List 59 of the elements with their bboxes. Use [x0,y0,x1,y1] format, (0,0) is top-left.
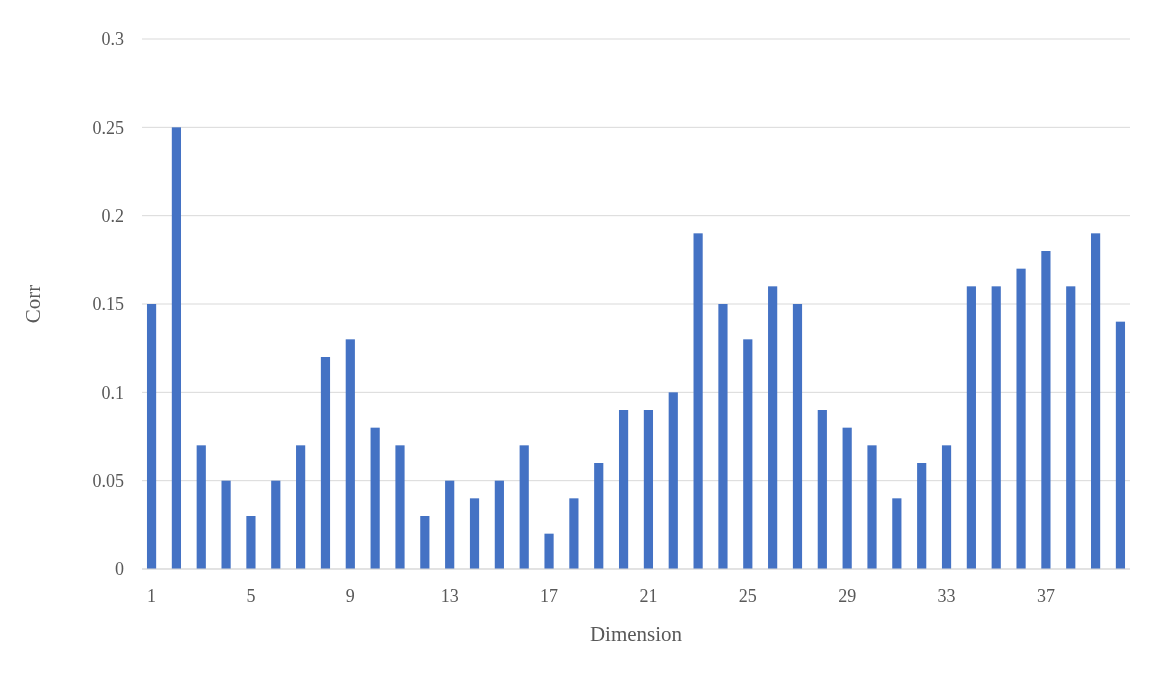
bar [867,445,877,569]
bar [693,233,703,569]
bar [743,339,753,569]
x-tick-label: 33 [937,586,956,606]
y-tick-label: 0.3 [101,29,124,50]
bar [146,304,157,569]
bar [196,445,206,569]
bar [1066,286,1076,569]
bar [941,445,952,569]
bar [1091,233,1101,569]
bar [643,410,654,569]
y-tick-label: 0.15 [92,294,124,315]
x-tick-label: 9 [345,586,355,606]
bar [792,304,803,569]
y-tick-label: 0 [115,559,124,580]
y-tick-label: 0.2 [101,205,124,226]
x-tick-label: 37 [1036,586,1055,606]
x-tick-label: 21 [639,586,658,606]
bar [271,480,281,569]
bar [320,357,331,569]
bar [991,286,1001,569]
bar [842,427,852,569]
y-axis-title: Corr [21,284,45,324]
y-tick-label: 0.1 [101,382,124,403]
x-tick-label: 29 [838,586,857,606]
bar [966,286,976,569]
x-tick-label: 17 [540,586,559,606]
bar [668,392,678,569]
x-tick-label: 13 [440,586,459,606]
bar [594,463,604,569]
bar [1041,251,1051,569]
bar [569,498,579,569]
y-tick-label: 0.05 [92,470,124,491]
bar [494,480,504,569]
x-tick-label: 1 [147,586,157,606]
bar [420,516,430,569]
bar [221,480,231,569]
bar [892,498,902,569]
bar [544,533,554,569]
bar [246,516,256,569]
x-tick-label: 25 [738,586,757,606]
bar [445,480,455,569]
bar [718,304,728,569]
bar [370,427,380,569]
bar [817,410,827,569]
bar [296,445,306,569]
bar [519,445,529,569]
bar [618,410,629,569]
bar [917,463,927,569]
bar [345,339,355,569]
x-tick-label: 5 [246,586,256,606]
bar [171,127,181,569]
x-axis-title: Dimension [589,622,683,646]
bar [768,286,778,569]
bar [1016,268,1026,569]
bar [395,445,405,569]
y-tick-label: 0.25 [92,117,124,138]
bar [1115,321,1126,569]
bar [469,498,480,569]
